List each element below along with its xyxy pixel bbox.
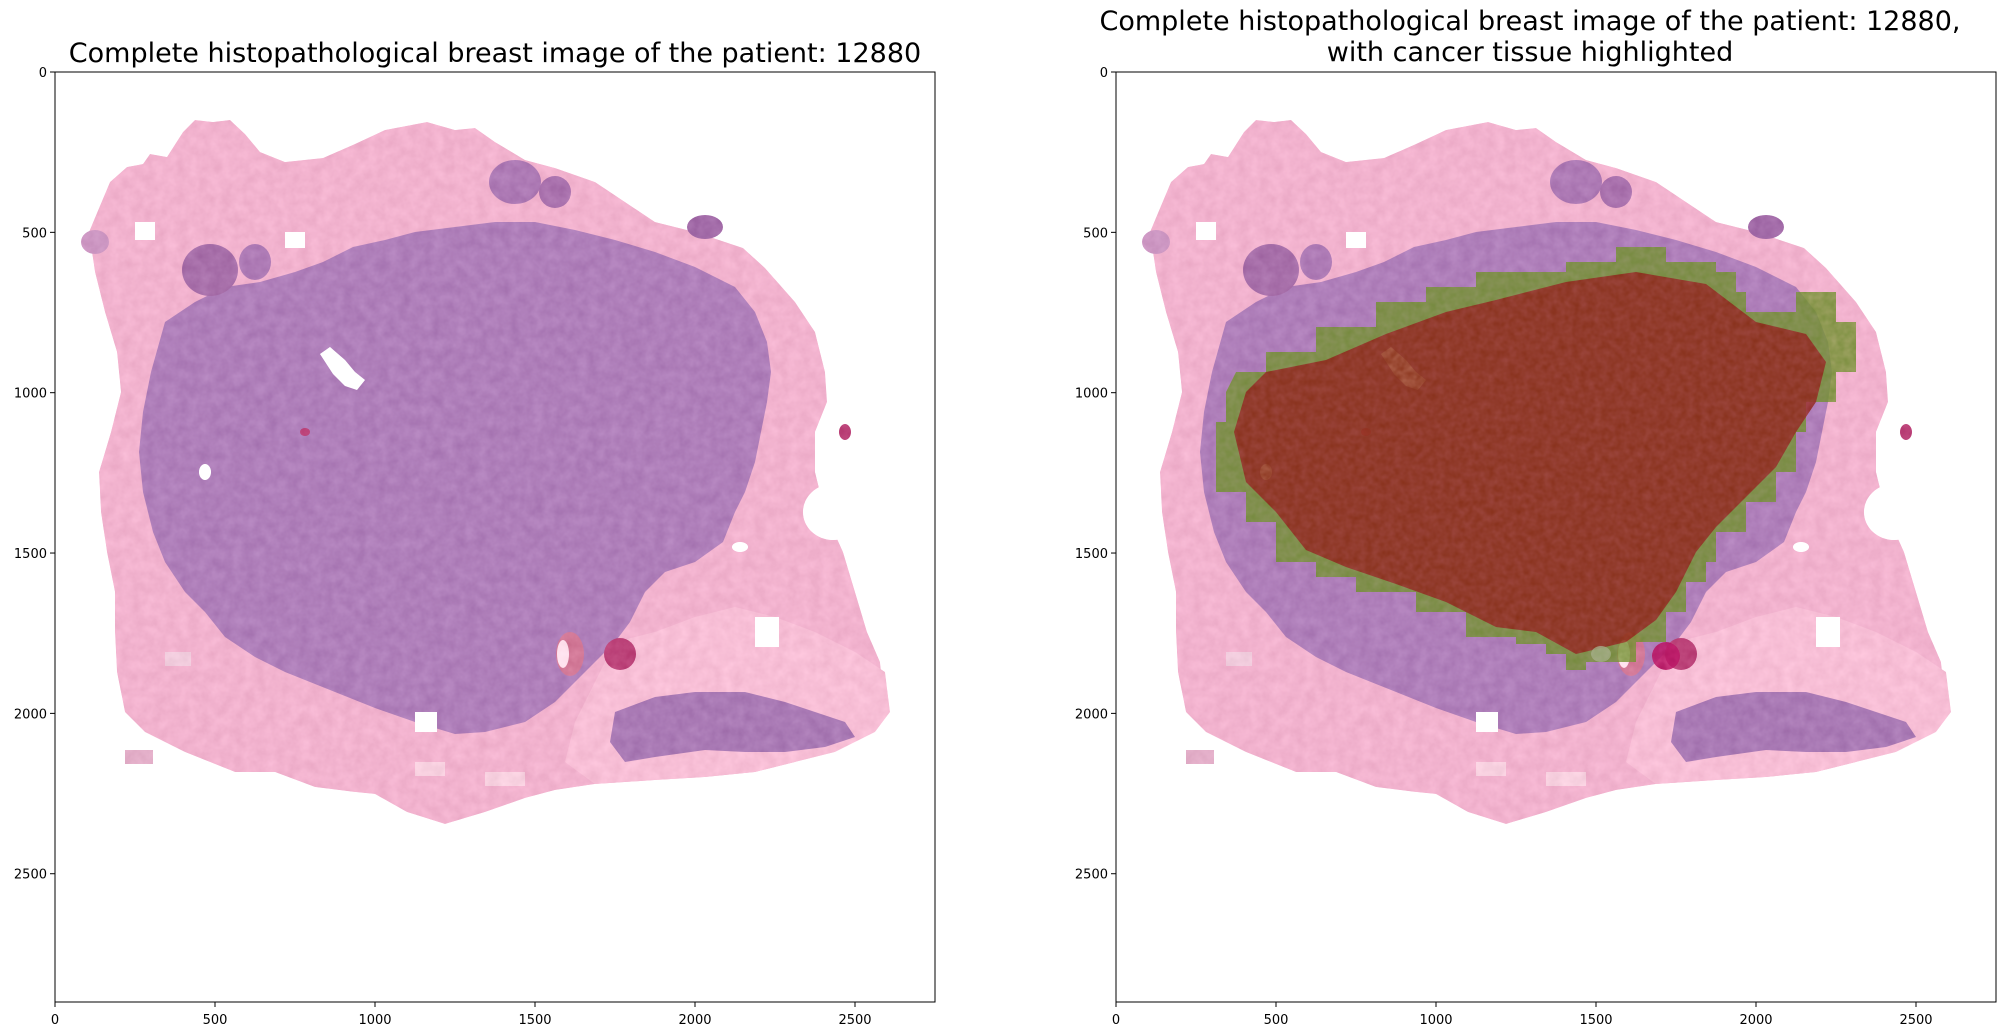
right-x-tick-label: 500 bbox=[1264, 1013, 1289, 1028]
right-y-tick-label: 500 bbox=[1083, 226, 1108, 241]
left-x-tick-label: 1500 bbox=[518, 1013, 551, 1028]
right-title-line-1: Complete histopathological breast image … bbox=[1099, 6, 1961, 37]
left-x-tick-label: 2500 bbox=[838, 1013, 871, 1028]
right-x-tick-label: 2000 bbox=[1739, 1013, 1772, 1028]
left-title-line-1: Complete histopathological breast image … bbox=[68, 38, 922, 69]
right-x-tick-label: 2500 bbox=[1899, 1013, 1932, 1028]
left-x-ticks: 0 500 1000 1500 2000 2500 bbox=[51, 1002, 872, 1028]
left-y-tick-label: 500 bbox=[22, 226, 47, 241]
left-y-tick-label: 2000 bbox=[14, 707, 47, 722]
right-histology-image bbox=[1116, 72, 1996, 1002]
right-y-tick-label: 0 bbox=[1100, 66, 1108, 81]
left-x-tick-label: 500 bbox=[203, 1013, 228, 1028]
left-x-tick-label: 1000 bbox=[358, 1013, 391, 1028]
left-x-tick-label: 2000 bbox=[678, 1013, 711, 1028]
left-y-ticks: 0 500 1000 1500 2000 2500 bbox=[14, 66, 55, 883]
right-x-ticks: 0 500 1000 1500 2000 2500 bbox=[1112, 1002, 1933, 1028]
right-x-tick-label: 1000 bbox=[1419, 1013, 1452, 1028]
left-y-tick-label: 2500 bbox=[14, 868, 47, 883]
right-axes-frame bbox=[1115, 71, 1997, 1003]
right-title-line-2: with cancer tissue highlighted bbox=[1326, 37, 1734, 68]
left-y-tick-label: 1000 bbox=[14, 387, 47, 402]
left-x-tick-label: 0 bbox=[51, 1013, 59, 1028]
left-axes-frame bbox=[54, 71, 936, 1003]
right-x-tick-label: 1500 bbox=[1579, 1013, 1612, 1028]
right-y-tick-label: 2500 bbox=[1075, 868, 1108, 883]
right-y-tick-label: 1000 bbox=[1075, 387, 1108, 402]
right-axes: 0 500 1000 1500 2000 2500 0 500 1000 1500 2000 250… bbox=[1075, 66, 1997, 1028]
left-y-tick-label: 1500 bbox=[14, 547, 47, 562]
left-histology-image bbox=[55, 72, 935, 1002]
right-y-ticks: 0 500 1000 1500 2000 2500 bbox=[1075, 66, 1116, 883]
right-panel-title: Complete histopathological breast image … bbox=[1070, 6, 1990, 68]
left-panel-title: Complete histopathological breast image … bbox=[55, 38, 935, 69]
left-axes: 0 500 1000 1500 2000 2500 0 500 1000 1500 2000 250… bbox=[14, 66, 936, 1028]
left-y-tick-label: 0 bbox=[39, 66, 47, 81]
right-y-tick-label: 1500 bbox=[1075, 547, 1108, 562]
right-y-tick-label: 2000 bbox=[1075, 707, 1108, 722]
right-x-tick-label: 0 bbox=[1112, 1013, 1120, 1028]
